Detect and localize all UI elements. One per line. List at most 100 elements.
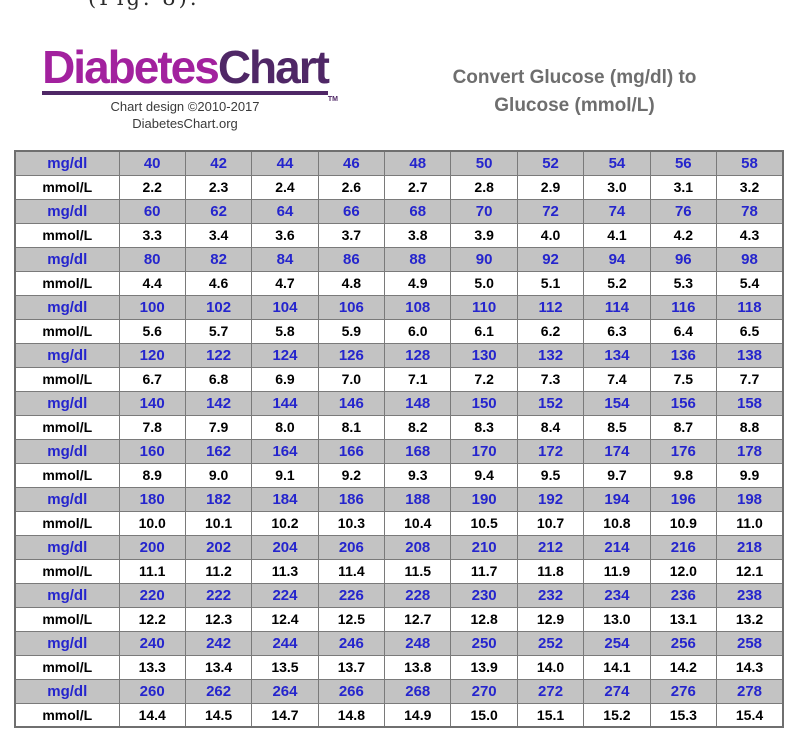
mmol-value-cell: 3.2 <box>716 174 784 200</box>
mmol-value-cell: 8.7 <box>649 414 718 440</box>
mgdl-value-cell: 50 <box>450 150 518 176</box>
mmol-value-cell: 11.2 <box>184 558 253 584</box>
table-row-mgdl: mg/dl 40 42 44 46 48 50 52 54 56 58 <box>14 150 784 176</box>
mgdl-value-cell: 198 <box>716 486 784 512</box>
mmol-value-cell: 3.6 <box>251 222 319 248</box>
mgdl-value-cell: 230 <box>450 582 518 608</box>
mgdl-value-cell: 86 <box>317 246 386 272</box>
mgdl-value-cell: 178 <box>716 438 784 464</box>
mmol-value-cell: 7.4 <box>583 366 651 392</box>
row-label-mmol: mmol/L <box>14 222 120 248</box>
mmol-value-cell: 10.9 <box>649 510 718 536</box>
mgdl-value-cell: 78 <box>716 198 784 224</box>
mgdl-value-cell: 88 <box>384 246 452 272</box>
mgdl-value-cell: 76 <box>649 198 718 224</box>
mgdl-value-cell: 174 <box>583 438 651 464</box>
mmol-value-cell: 3.7 <box>317 222 386 248</box>
logo-underline <box>42 91 328 95</box>
table-row-mgdl: mg/dl 100 102 104 106 108 110 112 114 116 118 <box>14 294 784 320</box>
mmol-value-cell: 14.4 <box>118 702 186 728</box>
mgdl-value-cell: 196 <box>649 486 718 512</box>
mgdl-value-cell: 112 <box>516 294 585 320</box>
mgdl-value-cell: 156 <box>649 390 718 416</box>
row-label-mgdl: mg/dl <box>14 582 120 608</box>
mgdl-value-cell: 264 <box>251 678 319 704</box>
mgdl-value-cell: 192 <box>516 486 585 512</box>
mmol-value-cell: 8.0 <box>251 414 319 440</box>
mmol-value-cell: 12.0 <box>649 558 718 584</box>
mmol-value-cell: 15.2 <box>583 702 651 728</box>
table-row-mmol: mmol/L 6.7 6.8 6.9 7.0 7.1 7.2 7.3 7.4 7.5 7.7 <box>14 366 784 392</box>
mmol-value-cell: 13.7 <box>317 654 386 680</box>
mgdl-value-cell: 246 <box>317 630 386 656</box>
mgdl-value-cell: 208 <box>384 534 452 560</box>
mgdl-value-cell: 244 <box>251 630 319 656</box>
mmol-value-cell: 4.2 <box>649 222 718 248</box>
mmol-value-cell: 13.5 <box>251 654 319 680</box>
mmol-value-cell: 5.3 <box>649 270 718 296</box>
mmol-value-cell: 3.8 <box>384 222 452 248</box>
mgdl-value-cell: 274 <box>583 678 651 704</box>
mmol-value-cell: 12.2 <box>118 606 186 632</box>
mmol-value-cell: 10.8 <box>583 510 651 536</box>
row-label-mmol: mmol/L <box>14 414 120 440</box>
row-label-mgdl: mg/dl <box>14 390 120 416</box>
mgdl-value-cell: 60 <box>118 198 186 224</box>
mmol-value-cell: 13.3 <box>118 654 186 680</box>
mgdl-value-cell: 116 <box>649 294 718 320</box>
mmol-value-cell: 5.9 <box>317 318 386 344</box>
mmol-value-cell: 5.2 <box>583 270 651 296</box>
mgdl-value-cell: 100 <box>118 294 186 320</box>
mmol-value-cell: 7.5 <box>649 366 718 392</box>
mgdl-value-cell: 204 <box>251 534 319 560</box>
mmol-value-cell: 13.9 <box>450 654 518 680</box>
table-row-mmol: mmol/L 11.1 11.2 11.3 11.4 11.5 11.7 11.8 11.9 12… <box>14 558 784 584</box>
row-label-mmol: mmol/L <box>14 654 120 680</box>
mmol-value-cell: 8.2 <box>384 414 452 440</box>
diabeteschart-logo: DiabetesChart TM Chart design ©2010-2017… <box>10 38 360 133</box>
row-label-mmol: mmol/L <box>14 702 120 728</box>
table-row-mmol: mmol/L 4.4 4.6 4.7 4.8 4.9 5.0 5.1 5.2 5.3 5.4 <box>14 270 784 296</box>
mgdl-value-cell: 130 <box>450 342 518 368</box>
mgdl-value-cell: 232 <box>516 582 585 608</box>
mmol-value-cell: 4.3 <box>716 222 784 248</box>
mmol-value-cell: 2.2 <box>118 174 186 200</box>
mmol-value-cell: 7.8 <box>118 414 186 440</box>
mmol-value-cell: 4.1 <box>583 222 651 248</box>
mgdl-value-cell: 106 <box>317 294 386 320</box>
mmol-value-cell: 12.5 <box>317 606 386 632</box>
mmol-value-cell: 7.0 <box>317 366 386 392</box>
mgdl-value-cell: 90 <box>450 246 518 272</box>
table-row-mgdl: mg/dl 220 222 224 226 228 230 232 234 236 238 <box>14 582 784 608</box>
mgdl-value-cell: 102 <box>184 294 253 320</box>
mmol-value-cell: 3.0 <box>583 174 651 200</box>
mgdl-value-cell: 146 <box>317 390 386 416</box>
glucose-conversion-table: mg/dl 40 42 44 46 48 50 52 54 56 58 mmol/L 2.2 2.3 2.4… <box>14 150 784 728</box>
title-line-2: Glucose (mmol/L) <box>494 94 655 116</box>
mmol-value-cell: 3.1 <box>649 174 718 200</box>
mgdl-value-cell: 134 <box>583 342 651 368</box>
mgdl-value-cell: 150 <box>450 390 518 416</box>
mgdl-value-cell: 80 <box>118 246 186 272</box>
mgdl-value-cell: 252 <box>516 630 585 656</box>
mmol-value-cell: 15.4 <box>716 702 784 728</box>
mmol-value-cell: 9.8 <box>649 462 718 488</box>
mmol-value-cell: 14.0 <box>516 654 585 680</box>
mgdl-value-cell: 94 <box>583 246 651 272</box>
mgdl-value-cell: 256 <box>649 630 718 656</box>
mmol-value-cell: 4.7 <box>251 270 319 296</box>
figure-caption: (Fig. 8). <box>88 0 799 12</box>
table-row-mmol: mmol/L 3.3 3.4 3.6 3.7 3.8 3.9 4.0 4.1 4.2 4.3 <box>14 222 784 248</box>
mmol-value-cell: 10.5 <box>450 510 518 536</box>
table-row-mmol: mmol/L 14.4 14.5 14.7 14.8 14.9 15.0 15.1 15.2 15… <box>14 702 784 728</box>
table-row-mgdl: mg/dl 180 182 184 186 188 190 192 194 196 198 <box>14 486 784 512</box>
row-label-mmol: mmol/L <box>14 174 120 200</box>
mmol-value-cell: 5.4 <box>716 270 784 296</box>
mgdl-value-cell: 268 <box>384 678 452 704</box>
mmol-value-cell: 6.4 <box>649 318 718 344</box>
mmol-value-cell: 6.3 <box>583 318 651 344</box>
row-label-mmol: mmol/L <box>14 366 120 392</box>
mgdl-value-cell: 104 <box>251 294 319 320</box>
mmol-value-cell: 2.9 <box>516 174 585 200</box>
table-row-mmol: mmol/L 5.6 5.7 5.8 5.9 6.0 6.1 6.2 6.3 6.4 6.5 <box>14 318 784 344</box>
